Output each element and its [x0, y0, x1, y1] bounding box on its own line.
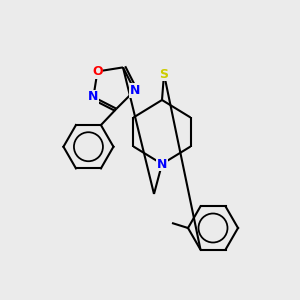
Text: N: N [157, 158, 167, 170]
Text: N: N [130, 84, 140, 97]
Text: O: O [92, 65, 103, 78]
Text: N: N [88, 91, 99, 103]
Text: S: S [160, 68, 169, 80]
